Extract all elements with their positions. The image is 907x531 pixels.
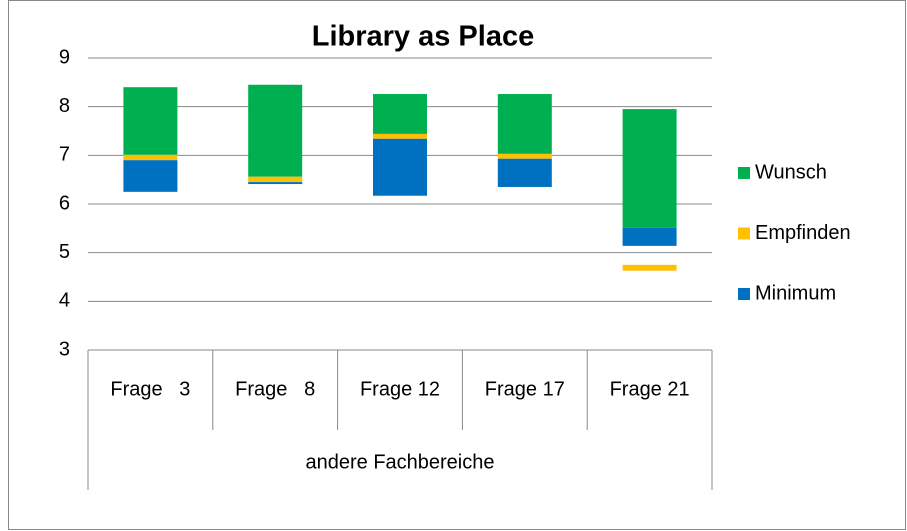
bar [248, 176, 303, 183]
bar [123, 87, 178, 155]
bar [622, 109, 677, 228]
x-tick-label: Frage 17 [485, 378, 565, 400]
y-tick-label: 6 [59, 192, 70, 214]
bar [123, 160, 178, 192]
bar [497, 158, 552, 187]
bar [373, 94, 427, 134]
chart-title: Library as Place [312, 21, 534, 53]
y-tick-label: 5 [59, 241, 70, 263]
bar [622, 264, 677, 271]
y-tick-label: 7 [59, 144, 70, 166]
bar [248, 182, 303, 185]
y-tick-label: 4 [59, 290, 70, 312]
bar [373, 138, 427, 196]
legend-label: Wunsch [755, 161, 827, 183]
bar [123, 154, 178, 161]
bar [497, 94, 552, 154]
x-tick-label: Frage 8 [235, 378, 315, 400]
bar [373, 133, 427, 139]
x-tick-label: Frage 21 [610, 378, 690, 400]
legend-swatch [738, 227, 750, 240]
legend-swatch [738, 288, 750, 300]
legend-swatch [738, 167, 750, 179]
y-tick-label: 8 [59, 95, 70, 117]
bar [622, 227, 677, 246]
y-tick-label: 9 [59, 46, 70, 68]
chart-border [8, 0, 906, 530]
y-tick-label: 3 [59, 338, 70, 360]
bar [248, 84, 303, 177]
group-label: andere Fachbereiche [305, 451, 494, 473]
legend-label: Empfinden [755, 222, 851, 244]
x-tick-label: Frage 3 [110, 378, 190, 400]
legend-label: Minimum [755, 282, 836, 304]
x-tick-label: Frage 12 [360, 378, 440, 400]
bar [497, 153, 552, 159]
